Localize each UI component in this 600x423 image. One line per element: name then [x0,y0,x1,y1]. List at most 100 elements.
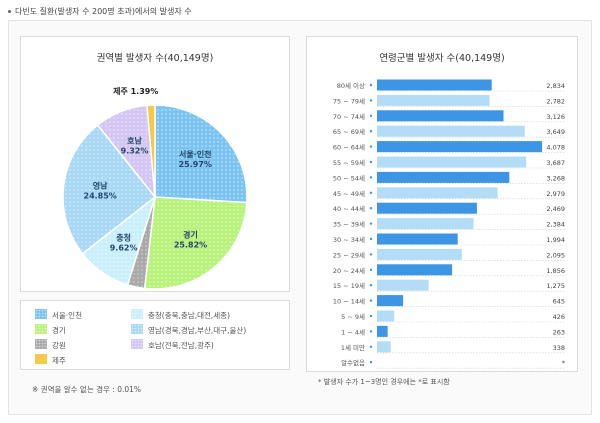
pie-slice-seoul-incheon [154,104,248,204]
bar-value-label: 2,469 [546,205,565,213]
pie-label-seoul-incheon: 서울·인천 25.97% [179,149,212,169]
bar-bullet-icon [369,314,373,318]
bar-65-69 [377,125,525,137]
page-header-title: 다빈도 질환(발생자 수 200명 초과)에서의 발생자 수 [15,7,192,16]
bar-bullet-icon [369,253,373,256]
bar-value-label: 338 [553,344,565,352]
bar-bullet-icon [369,114,373,118]
legend-label-gangwon: 강원 [52,341,66,350]
bar-value-label: 2,782 [546,97,565,105]
bar-15-19 [377,279,429,291]
bar-75-79 [377,94,490,106]
pie-slice-yeongnam [62,124,157,255]
bar-category-label: 45 ~ 49세 [333,189,365,198]
pie-label-chungcheong: 충청 9.62% [110,232,138,252]
bar-bullet-icon [369,207,373,210]
bar-category-label: 40 ~ 44세 [333,204,365,213]
age-chart-panel: 연령군별 발생자 수(40,149명) 80세 이상 2,834 75 ~ 79세 2… [306,36,578,372]
bar-50-54 [377,171,510,183]
pie-label-honam: 호남 9.32% [121,136,149,156]
bar-category-label: 20 ~ 24세 [333,266,365,275]
bar-value-label: 4,078 [546,144,565,152]
bar-bullet-icon [369,160,373,164]
legend-label-jeju: 제주 [52,356,66,365]
bar-category-label: 50 ~ 54세 [333,173,365,182]
page-header: 다빈도 질환(발생자 수 200명 초과)에서의 발생자 수 [8,6,192,17]
bar-25-29 [377,248,462,260]
bar-bullet-icon [369,345,373,348]
bullet-icon [8,10,11,13]
bar-category-label: 35 ~ 39세 [333,220,365,229]
pie-label-yeongnam: 영남 24.85% [84,181,117,201]
legend-label-gyeonggi: 경기 [52,326,66,335]
bar-value-label: 263 [553,328,565,336]
pie-slice-gyeonggi [143,196,248,290]
bar-value-label: 3,268 [546,174,565,182]
bar-category-label: 1 ~ 4세 [341,327,365,336]
bar-bullet-icon [369,191,373,194]
bar-bullet-icon [369,237,373,241]
bar-bullet-icon [369,176,373,179]
bar-bullet-icon [369,284,373,287]
bar-bullet-icon [369,99,373,102]
bar-category-label: 15 ~ 19세 [333,281,365,290]
bar-value-label: 645 [553,298,565,306]
bar-value-label: 426 [553,313,565,321]
bar-category-label: 65 ~ 69세 [333,127,365,136]
age-bar-chart: 80세 이상 2,834 75 ~ 79세 2,782 70 ~ 74세 3,126 65 … [333,79,566,369]
legend-swatch-gyeonggi [35,324,47,334]
legend-swatch-jeju [35,354,47,364]
bar-40-44 [377,202,477,214]
region-chart-title: 권역별 발생자 수(40,149명) [96,53,214,64]
bar-bullet-icon [369,130,373,133]
bar-category-label: 80세 이상 [337,81,365,90]
bar-5-9 [377,310,395,322]
bar-45-49 [377,187,498,199]
pie-slice-jeju [146,104,156,198]
bar-bullet-icon [369,361,373,364]
bar-55-59 [377,156,527,168]
bar-category-label: 75 ~ 79세 [333,96,365,105]
bar-value-label: 1,275 [546,282,565,290]
legend-label-chungcheong: 충청(충북,충남,대전,세종) [148,311,231,320]
bar-80 [377,79,492,91]
bar-value-label: 1,994 [546,236,565,244]
legend-swatch-yeongnam [131,324,143,334]
bar-20-24 [377,264,453,276]
pie-label-jeju: 제주 1.39% [113,86,158,96]
legend-label-honam: 호남(전북,전남,광주) [148,341,214,350]
bar-value-label: 2,834 [546,82,565,90]
bar-value-label: 3,126 [546,113,565,121]
legend-swatch-gangwon [35,339,47,349]
bar-70-74 [377,110,504,122]
bar-category-label: 1세 미만 [341,343,365,352]
bar-bullet-icon [369,330,373,333]
bar-category-label: 60 ~ 64세 [333,143,365,152]
bar-category-label: 30 ~ 34세 [333,235,365,244]
region-pie-chart: 서울·인천25.97%경기25.82%강원3.02%충청9.62%영남24.85… [62,86,248,290]
region-note: ※ 권역을 알수 없는 경우 : 0.01% [32,385,142,394]
bar-30-34 [377,233,458,245]
legend-label-seoul-incheon: 서울·인천 [52,311,82,320]
bar-bullet-icon [369,222,373,225]
bar-value-label: 3,649 [546,128,565,136]
bar-1 [377,341,391,353]
bar-category-label: 55 ~ 59세 [333,158,365,167]
bar-value-label: 1,856 [546,267,565,275]
bar-value-label: 2,979 [546,190,565,198]
bar-10-14 [377,295,404,307]
legend-swatch-honam [131,339,143,349]
legend-swatch-chungcheong [131,309,143,319]
bar-category-label: 알수없음 [341,358,365,367]
legend-label-yeongnam: 영남(경북,경남,부산,대구,울산) [148,326,247,335]
pie-label-gyeonggi: 경기 25.82% [174,229,207,249]
bar-value-label: 2,384 [546,221,565,229]
region-legend: 서울·인천 충청(충북,충남,대전,세종) 경기 영남(경북,경남,부산,대구,울산)… [20,300,290,370]
bar-value-label: 3,687 [546,159,565,167]
bar-bullet-icon [369,299,373,302]
bar-category-label: 5 ~ 9세 [341,312,365,321]
bar-60-64 [377,141,543,153]
bar-1-4 [377,325,388,337]
age-note: * 발생자 수가 1~3명인 경우에는 *로 표시함 [318,378,450,386]
bar-category-label: 25 ~ 29세 [333,250,365,259]
